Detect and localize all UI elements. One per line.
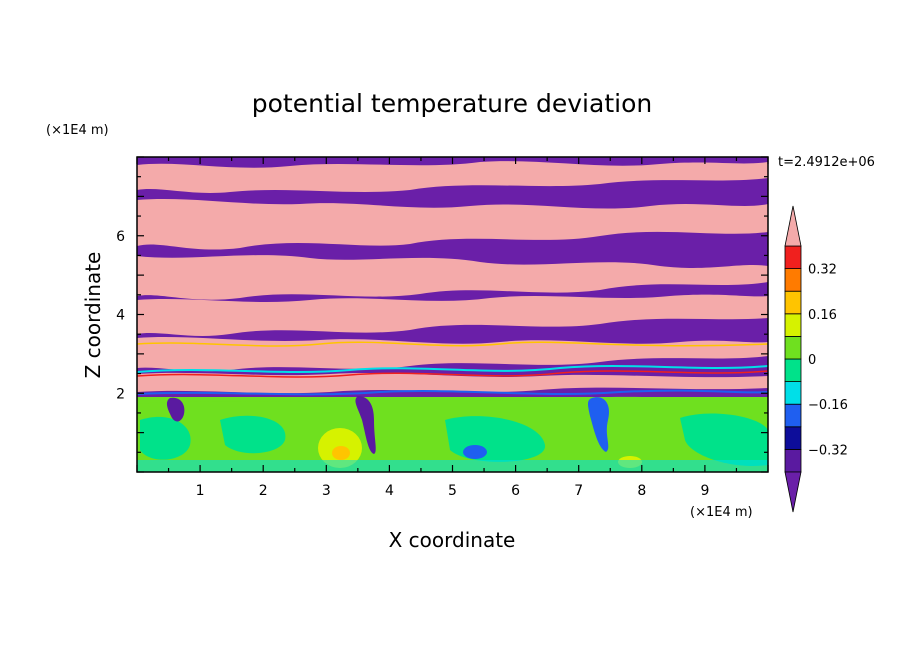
x-tick-label: 8 <box>637 483 646 499</box>
downdraft-plume <box>355 396 376 454</box>
y-axis: 2 4 6 <box>116 156 768 473</box>
x-tick-label: 2 <box>259 483 268 499</box>
x-tick-label: 4 <box>385 483 394 499</box>
x-tick-label: 7 <box>574 483 583 499</box>
x-axis: 1 2 3 4 5 6 7 8 9 <box>136 157 769 499</box>
y-tick-label: 4 <box>116 308 125 324</box>
colorbar-swatch <box>784 335 802 360</box>
x-tick-label: 9 <box>700 483 709 499</box>
downdraft-plume <box>588 397 610 452</box>
front-line <box>137 341 768 347</box>
pink-band <box>137 372 768 394</box>
x-axis-label: X coordinate <box>389 528 516 552</box>
pink-band <box>137 255 768 300</box>
x-tick-label: 6 <box>511 483 520 499</box>
colorbar-swatch <box>784 358 802 383</box>
downdraft-plume <box>166 397 185 422</box>
colorbar-swatch <box>784 313 802 337</box>
x-tick-label: 1 <box>196 483 205 499</box>
time-label: t=2.4912e+06 <box>778 155 875 170</box>
y-tick-label: 6 <box>116 229 125 245</box>
x-axis-unit: (×1E4 m) <box>690 505 753 520</box>
colorbar-swatch <box>784 268 802 292</box>
colorbar-swatch <box>784 448 802 473</box>
light-green-patch <box>140 416 191 460</box>
x-tick-label: 5 <box>448 483 457 499</box>
colorbar-tick-label: −0.16 <box>808 398 848 413</box>
y-tick-label: 2 <box>116 386 125 402</box>
light-green-patch <box>220 415 286 454</box>
y-axis-label: Z coordinate <box>81 252 105 379</box>
front-line <box>137 370 768 378</box>
colorbar-under-triangle <box>784 471 802 513</box>
chart-title: potential temperature deviation <box>252 89 652 118</box>
colorbar-tick-label: 0 <box>808 353 816 368</box>
pink-band <box>137 199 768 250</box>
colorbar-over-triangle <box>784 205 802 247</box>
colorbar-tick-label: −0.32 <box>808 443 848 458</box>
y-axis-unit: (×1E4 m) <box>46 123 109 138</box>
colorbar-swatch <box>784 426 802 450</box>
x-tick-label: 3 <box>322 483 331 499</box>
pink-band <box>137 294 768 336</box>
pink-band <box>137 161 768 193</box>
colorbar-tick-label: 0.16 <box>808 308 837 323</box>
contour-field <box>137 157 768 472</box>
front-line <box>137 389 768 396</box>
colorbar-swatch <box>784 403 802 428</box>
front-line <box>137 365 768 373</box>
colorbar-swatch <box>784 290 802 315</box>
cool-blob <box>463 445 487 459</box>
colorbar: −0.32 −0.16 0 0.16 0.32 <box>784 205 848 513</box>
colorbar-tick-label: 0.32 <box>808 263 837 278</box>
warm-blob-core <box>332 446 350 460</box>
light-green-patch <box>680 413 768 466</box>
colorbar-swatch <box>784 381 802 405</box>
colorbar-swatch <box>784 245 802 270</box>
